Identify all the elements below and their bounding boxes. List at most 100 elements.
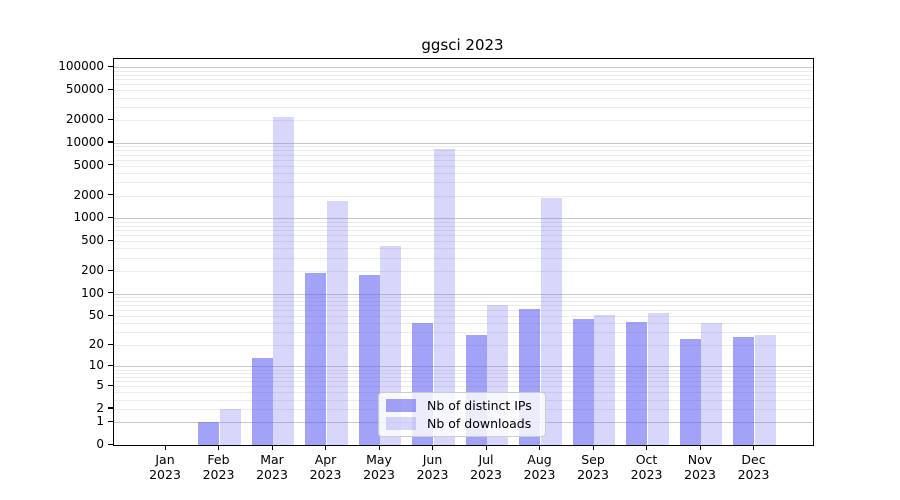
x-tick-month: Mar xyxy=(260,452,284,467)
x-tick-month: Sep xyxy=(581,452,605,467)
y-tick-mark xyxy=(108,164,113,166)
x-tick-label-may: May 2023 xyxy=(349,452,409,482)
gridline-minor xyxy=(114,90,813,92)
bar-downloads-mar xyxy=(273,117,295,445)
x-tick-label-jul: Jul 2023 xyxy=(456,452,516,482)
y-tick-label: 5000 xyxy=(73,157,104,172)
y-tick-label: 20 xyxy=(88,337,104,352)
y-tick-mark xyxy=(108,420,113,422)
gridline-minor xyxy=(114,225,813,227)
gridline-major xyxy=(114,142,813,144)
x-tick-mark xyxy=(218,445,220,450)
x-tick-month: Oct xyxy=(635,452,658,467)
gridline-minor xyxy=(114,195,813,197)
y-tick-mark xyxy=(108,292,113,294)
y-tick-mark xyxy=(108,65,113,68)
legend-label-distinct-ips: Nb of distinct IPs xyxy=(427,398,532,413)
x-tick-mark xyxy=(271,445,273,450)
x-tick-month: Apr xyxy=(314,452,337,467)
gridline-minor xyxy=(114,74,813,76)
gridline-minor xyxy=(114,376,813,378)
gridline-minor xyxy=(114,248,813,250)
x-tick-month: Jul xyxy=(478,452,494,467)
x-tick-year: 2023 xyxy=(149,467,181,482)
x-tick-year: 2023 xyxy=(577,467,609,482)
x-tick-year: 2023 xyxy=(363,467,395,482)
bar-distinct-ips-mar xyxy=(251,358,273,445)
x-tick-mark xyxy=(485,445,487,450)
gridline-minor xyxy=(114,305,813,307)
gridline-minor xyxy=(114,182,813,184)
gridline-minor xyxy=(114,84,813,86)
x-tick-mark xyxy=(646,445,648,450)
gridline-minor xyxy=(114,386,813,388)
y-tick-label: 5 xyxy=(96,378,104,393)
gridline-minor xyxy=(114,159,813,161)
x-tick-mark xyxy=(699,445,701,450)
x-tick-mark xyxy=(539,445,541,450)
bar-downloads-nov xyxy=(701,323,723,445)
x-tick-month: May xyxy=(366,452,392,467)
bar-distinct-ips-may xyxy=(358,275,380,445)
legend-swatch-downloads xyxy=(386,417,416,430)
y-tick-mark xyxy=(108,239,113,241)
y-tick-label: 2000 xyxy=(73,187,104,202)
x-tick-month: Nov xyxy=(687,452,713,467)
x-tick-label-apr: Apr 2023 xyxy=(296,452,356,482)
y-tick-label: 0 xyxy=(96,437,104,451)
gridline-minor xyxy=(114,345,813,347)
y-tick-label: 50 xyxy=(88,308,104,323)
bar-distinct-ips-oct xyxy=(626,322,648,445)
y-tick-label: 100 xyxy=(81,285,104,300)
legend-row-distinct-ips: Nb of distinct IPs xyxy=(386,398,537,413)
x-tick-year: 2023 xyxy=(737,467,770,482)
gridline-minor xyxy=(114,323,813,325)
x-tick-year: 2023 xyxy=(684,467,716,482)
y-tick-label: 50000 xyxy=(65,82,104,97)
y-tick-label: 200 xyxy=(81,263,104,278)
x-tick-label-oct: Oct 2023 xyxy=(617,452,677,482)
chart-title: ggsci 2023 xyxy=(421,36,504,54)
gridline-minor xyxy=(114,150,813,152)
x-tick-mark xyxy=(378,445,380,450)
y-tick-mark xyxy=(108,118,113,120)
gridline-minor xyxy=(114,316,813,318)
gridline-minor xyxy=(114,241,813,243)
x-tick-month: Dec xyxy=(741,452,766,467)
legend-swatch-distinct-ips xyxy=(386,399,416,412)
bar-downloads-aug xyxy=(540,198,562,445)
y-tick-label: 10000 xyxy=(65,134,104,149)
x-tick-label-aug: Aug 2023 xyxy=(510,452,570,482)
gridline-minor xyxy=(114,221,813,223)
x-tick-year: 2023 xyxy=(202,467,235,482)
x-tick-year: 2023 xyxy=(309,467,342,482)
y-tick-label: 20000 xyxy=(65,112,104,127)
x-tick-label-feb: Feb 2023 xyxy=(189,452,249,482)
y-tick-mark xyxy=(108,384,113,386)
x-tick-year: 2023 xyxy=(416,467,449,482)
bar-distinct-ips-sep xyxy=(572,319,594,445)
gridline-minor xyxy=(114,297,813,299)
x-tick-year: 2023 xyxy=(523,467,556,482)
x-tick-year: 2023 xyxy=(470,467,502,482)
x-tick-month: Feb xyxy=(207,452,230,467)
gridline-minor xyxy=(114,106,813,108)
x-tick-label-dec: Dec 2023 xyxy=(724,452,784,482)
bar-downloads-feb xyxy=(219,408,241,445)
gridline-minor xyxy=(114,300,813,302)
gridline-minor xyxy=(114,235,813,237)
gridline-minor xyxy=(114,369,813,371)
x-tick-label-jun: Jun 2023 xyxy=(403,452,463,482)
gridline-major xyxy=(114,67,813,69)
y-tick-mark xyxy=(108,443,113,445)
bar-distinct-ips-apr xyxy=(305,272,327,445)
gridline-minor xyxy=(114,97,813,99)
gridline-minor xyxy=(114,79,813,81)
bar-distinct-ips-nov xyxy=(679,339,701,445)
x-tick-label-mar: Mar 2023 xyxy=(242,452,302,482)
gridline-major xyxy=(114,293,813,295)
x-tick-label-sep: Sep 2023 xyxy=(563,452,623,482)
legend-row-downloads: Nb of downloads xyxy=(386,416,537,431)
gridline-minor xyxy=(114,230,813,232)
